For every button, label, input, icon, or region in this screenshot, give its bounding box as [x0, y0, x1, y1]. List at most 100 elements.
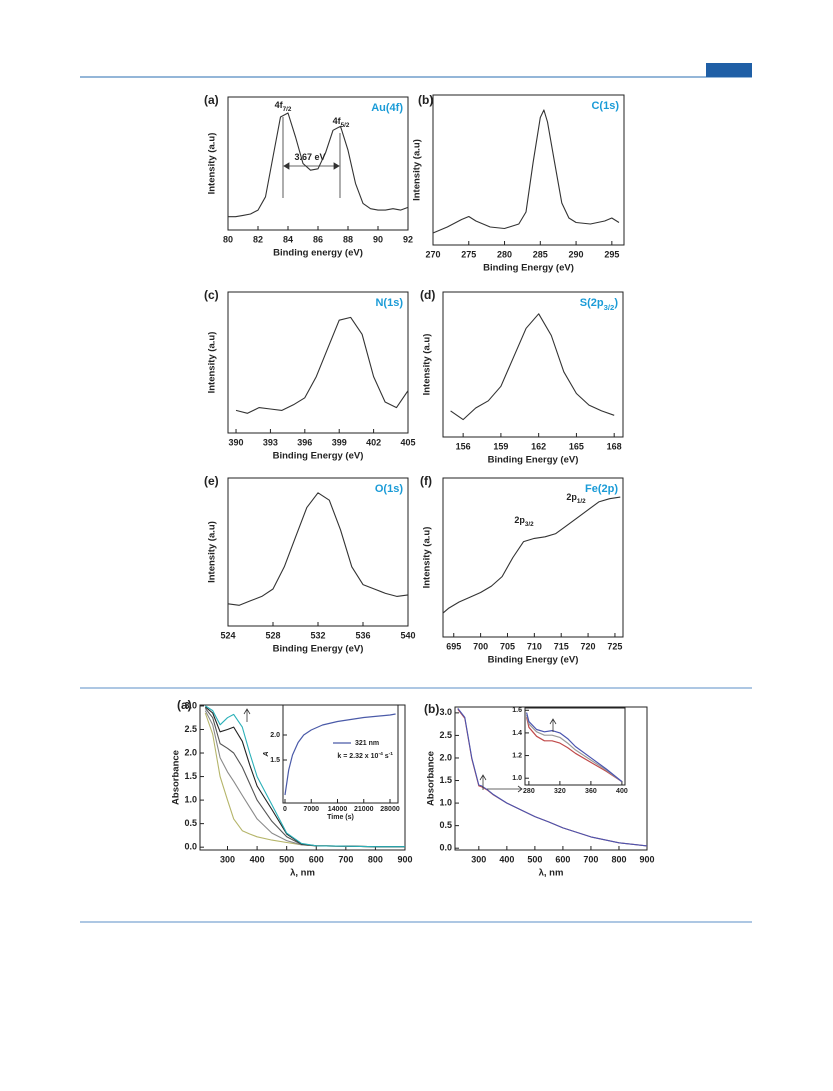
y-tick-label: 0.0 [439, 843, 452, 853]
data-line [227, 492, 409, 606]
panel-title: S(2p3/2) [580, 297, 619, 312]
y-axis-label: Intensity (a.u) [207, 332, 218, 394]
y-tick-label: 2.5 [184, 724, 197, 734]
x-tick-label: 695 [446, 641, 461, 651]
annotation-part: s [383, 753, 389, 760]
guide [487, 785, 523, 793]
x-tick-label: 92 [403, 234, 413, 244]
data-line [526, 714, 623, 783]
x-axis-label: Time (s) [327, 814, 354, 821]
x-tick-label: 168 [607, 441, 622, 451]
panel-label: (a) [177, 698, 192, 712]
panel-title: O(1s) [375, 483, 403, 495]
x-tick-label: 900 [397, 854, 412, 864]
data-line [526, 712, 623, 783]
x-tick-label: 400 [616, 788, 628, 795]
x-tick-label: 700 [583, 854, 598, 864]
annotation: 4f5/2 [333, 116, 350, 129]
y-tick-label: 1.6 [512, 707, 522, 714]
panel-title-part: ) [614, 297, 618, 309]
y-tick-label: 3.0 [184, 700, 197, 710]
x-tick-label: 82 [253, 234, 263, 244]
x-tick-label: 300 [471, 854, 486, 864]
guide [283, 162, 340, 170]
annotation-part: 4f [333, 116, 342, 126]
x-tick-label: 800 [611, 854, 626, 864]
x-tick-label: 80 [223, 234, 233, 244]
x-axis-label: Binding energy (eV) [273, 248, 363, 259]
panel-label: (c) [204, 288, 219, 302]
data-line [526, 716, 623, 783]
legend-label: 321 nm [355, 740, 379, 747]
annotation: 2p3/2 [514, 515, 534, 528]
x-tick-label: 21000 [354, 806, 374, 813]
x-tick-label: 162 [531, 441, 546, 451]
x-tick-label: 280 [523, 788, 535, 795]
y-tick-label: 3.0 [439, 707, 452, 717]
x-tick-label: 399 [332, 437, 347, 447]
data-line [235, 316, 409, 414]
annotation-part: 7/2 [283, 106, 292, 113]
x-tick-label: 400 [499, 854, 514, 864]
y-axis-label: Absorbance [171, 750, 182, 805]
plot-frame [442, 477, 624, 638]
y-tick-label: 1.0 [184, 794, 197, 804]
x-tick-label: 290 [569, 249, 584, 259]
x-tick-label: 88 [343, 234, 353, 244]
header-tab [706, 63, 752, 77]
x-tick-label: 524 [220, 630, 235, 640]
x-tick-label: 700 [338, 854, 353, 864]
data-line [457, 708, 648, 847]
y-axis-label: Intensity (a.u) [207, 133, 218, 195]
x-axis-label: Binding Energy (eV) [273, 644, 364, 655]
x-tick-label: 159 [493, 441, 508, 451]
x-tick-label: 275 [461, 249, 476, 259]
guide [549, 718, 557, 732]
x-tick-label: 86 [313, 234, 323, 244]
x-axis-label: λ, nm [539, 868, 564, 879]
data-line [432, 109, 620, 234]
y-axis-label: A [263, 751, 270, 757]
y-tick-label: 0.5 [184, 818, 197, 828]
x-tick-label: 500 [279, 854, 294, 864]
x-tick-label: 720 [581, 641, 596, 651]
x-tick-label: 405 [400, 437, 415, 447]
x-tick-label: 532 [310, 630, 325, 640]
panel-label: (f) [420, 474, 432, 488]
x-axis-label: Binding Energy (eV) [488, 655, 579, 666]
x-tick-label: 360 [585, 788, 597, 795]
plot-frame [227, 291, 409, 434]
data-line [284, 713, 396, 796]
annotation-part: 3/2 [525, 521, 534, 528]
x-tick-label: 84 [283, 234, 293, 244]
x-tick-label: 300 [220, 854, 235, 864]
x-tick-label: 280 [497, 249, 512, 259]
plot-frame [432, 94, 625, 246]
y-axis-label: Intensity (a.u) [422, 334, 433, 396]
y-tick-label: 1.5 [270, 757, 280, 764]
annotation: 4f7/2 [275, 100, 292, 113]
panel-label: (d) [420, 288, 435, 302]
panel-title: Au(4f) [371, 102, 403, 114]
y-axis-label: Intensity (a.u) [207, 521, 218, 583]
y-tick-label: 1.2 [512, 752, 522, 759]
data-line [205, 705, 405, 848]
y-tick-label: 2.5 [439, 730, 452, 740]
x-tick-label: 540 [400, 630, 415, 640]
x-tick-label: 165 [569, 441, 584, 451]
panel-title: C(1s) [591, 100, 619, 112]
y-tick-label: 2.0 [184, 747, 197, 757]
x-tick-label: 14000 [328, 806, 348, 813]
x-tick-label: 402 [366, 437, 381, 447]
x-tick-label: 400 [250, 854, 265, 864]
x-axis-label: Binding Energy (eV) [488, 455, 579, 466]
x-tick-label: 710 [527, 641, 542, 651]
panel-label: (a) [204, 93, 219, 107]
annotation: 2p1/2 [566, 492, 586, 505]
x-tick-label: 800 [368, 854, 383, 864]
annotation-part: 1/2 [577, 498, 586, 505]
x-tick-label: 725 [607, 641, 622, 651]
panel-title: N(1s) [375, 297, 403, 309]
panel-label: (b) [418, 93, 433, 107]
